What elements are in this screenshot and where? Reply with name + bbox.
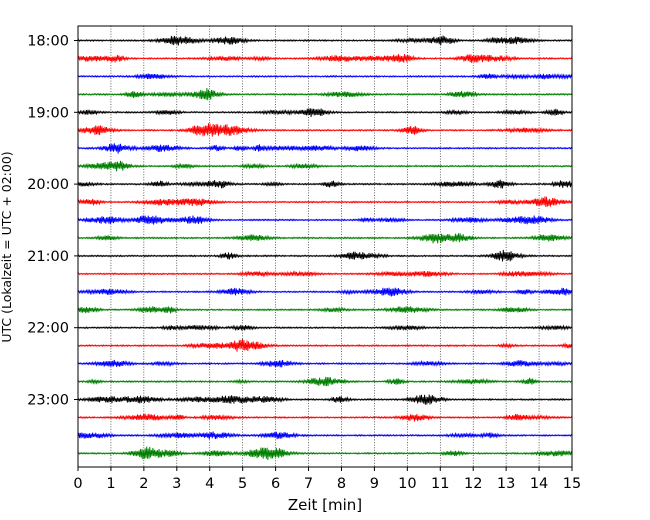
trace-2030 (77, 215, 573, 225)
x-tick-label: 5 (238, 476, 247, 492)
trace-1800 (77, 35, 573, 46)
plot-frame (77, 25, 573, 468)
x-tick-label: 3 (172, 476, 181, 492)
y-tick-label: 19:00 (27, 105, 69, 121)
trace-1830 (77, 73, 573, 81)
x-axis-label: Zeit [min] (288, 496, 362, 514)
trace-2200 (77, 324, 573, 332)
y-tick-label: 18:00 (27, 34, 69, 50)
x-tick-label: 2 (139, 476, 148, 492)
x-tick-label: 11 (431, 476, 449, 492)
trace-2100 (77, 249, 573, 262)
trace-2130 (77, 287, 573, 297)
trace-1945 (77, 160, 573, 172)
y-axis-label: UTC (Lokalzeit = UTC + 02:00) (0, 151, 14, 342)
axis-ticks (74, 40, 573, 471)
trace-2345 (77, 446, 573, 461)
x-tick-label: 15 (563, 476, 581, 492)
trace-2000 (77, 179, 573, 189)
x-tick-label: 14 (530, 476, 548, 492)
trace-2330 (77, 431, 573, 440)
x-tick-label: 7 (304, 476, 313, 492)
x-tick-label: 8 (337, 476, 346, 492)
trace-2315 (77, 413, 573, 422)
trace-1930 (77, 143, 573, 154)
axis-labels: 0 1 2 3 4 5 6 7 8 9 10 11 12 13 14 1518:0019:0020:0021:… (27, 34, 581, 493)
x-tick-label: 13 (497, 476, 515, 492)
y-tick-label: 20:00 (27, 177, 69, 193)
seismic-traces (77, 35, 573, 461)
trace-1845 (77, 88, 573, 101)
trace-1900 (77, 108, 573, 117)
y-tick-label: 22:00 (27, 321, 69, 337)
trace-1815 (77, 54, 573, 64)
x-tick-label: 6 (271, 476, 280, 492)
trace-2045 (77, 233, 573, 244)
trace-2215 (77, 338, 573, 352)
trace-2145 (77, 306, 573, 314)
x-tick-label: 9 (370, 476, 379, 492)
x-tick-label: 12 (464, 476, 482, 492)
trace-2300 (77, 394, 573, 405)
trace-2230 (77, 359, 573, 368)
y-tick-label: 23:00 (27, 393, 69, 409)
trace-2015 (77, 196, 573, 207)
x-tick-label: 0 (73, 476, 82, 492)
trace-1915 (77, 123, 573, 137)
x-tick-label: 1 (106, 476, 115, 492)
x-tick-label: 10 (398, 476, 416, 492)
x-tick-label: 4 (205, 476, 214, 492)
trace-2245 (77, 376, 573, 387)
y-tick-label: 21:00 (27, 249, 69, 265)
trace-2115 (77, 270, 573, 278)
grid-lines (110, 26, 540, 467)
